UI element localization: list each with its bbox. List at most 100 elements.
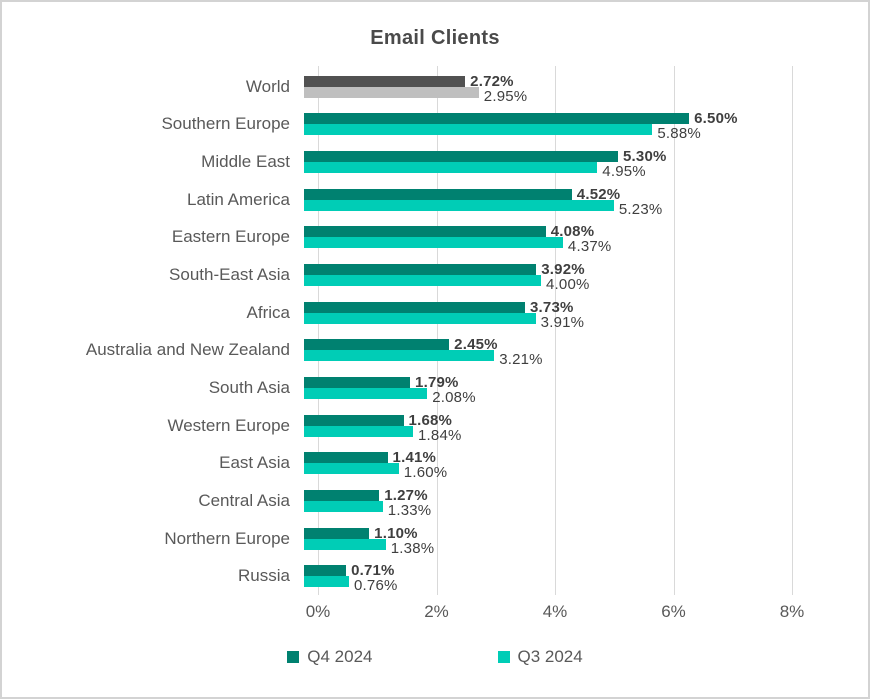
q4-bar: 2.72% <box>304 73 514 90</box>
bar-group: 4.52% 5.23% <box>304 186 778 218</box>
q3-value-label: 5.88% <box>657 125 701 143</box>
bar-group: 1.68% 1.84% <box>304 412 778 444</box>
category-label: South-East Asia <box>169 265 290 285</box>
q3-bar: 1.84% <box>304 425 461 444</box>
gridlines <box>318 66 793 595</box>
q4-value-label: 2.72% <box>470 72 514 90</box>
category-label: World <box>245 76 290 96</box>
q4-bar: 3.92% <box>304 261 585 278</box>
category-label: Northern Europe <box>164 528 290 548</box>
bar-group: 4.08% 4.37% <box>304 223 778 255</box>
q3-bar: 1.60% <box>304 463 447 481</box>
q3-value-label: 1.84% <box>418 426 462 444</box>
bar-group: 1.79% 2.08% <box>304 374 778 406</box>
x-axis-tick: 4% <box>542 602 568 621</box>
q3-value-label: 4.37% <box>567 238 612 256</box>
q4-value-label: 1.68% <box>408 411 453 429</box>
bar-group: 3.73% 3.91% <box>304 299 778 331</box>
x-axis: 0% 2% 4% 6% 8% <box>306 602 805 624</box>
q4-bar: 1.68% <box>304 412 452 429</box>
legend-item-q4: Q4 2024 <box>287 647 373 667</box>
q3-value-label: 2.08% <box>432 388 476 406</box>
legend-label-q3: Q3 2024 <box>517 647 583 666</box>
q4-value-label: 1.79% <box>415 373 459 391</box>
q3-bar: 0.76% <box>304 576 397 594</box>
gridline <box>318 66 319 595</box>
gridline <box>792 66 793 595</box>
q3-bar: 5.88% <box>304 124 701 142</box>
bar-group-row: Eastern Europe 4.08% 4.37% <box>2 219 868 257</box>
bar-group-row: Africa 3.73% 3.91% <box>2 294 868 332</box>
category-label: Western Europe <box>167 415 290 435</box>
bar-group-row: Middle East 5.30% 4.95% <box>2 143 868 181</box>
q4-value-label: 6.50% <box>694 110 738 128</box>
q3-value-label: 4.00% <box>546 276 590 294</box>
q3-bar: 3.91% <box>304 312 584 331</box>
q4-bar: 3.73% <box>304 299 573 316</box>
legend-label-q4: Q4 2024 <box>307 647 373 666</box>
category-label: South Asia <box>208 377 290 397</box>
bar-group-row: Northern Europe 1.10% 1.38% <box>2 520 868 558</box>
q4-value-label: 4.08% <box>550 223 595 241</box>
q4-value-label: 1.41% <box>392 449 437 467</box>
bar-group-row: World 2.72% 2.95% <box>2 68 868 106</box>
q4-value-label: 0.71% <box>351 562 395 580</box>
category-label: Africa <box>246 302 290 322</box>
q4-value-label: 5.30% <box>623 148 667 166</box>
q3-value-label: 0.76% <box>354 577 398 595</box>
category-label: Australia and New Zealand <box>85 340 290 360</box>
legend-swatch-q3 <box>497 651 510 663</box>
gridline <box>436 66 438 595</box>
q3-value-label: 1.60% <box>403 464 448 482</box>
category-label: Eastern Europe <box>171 227 290 247</box>
bar-group: 1.10% 1.38% <box>304 525 778 557</box>
bar-group-row: Australia and New Zealand 2.45% 3.21% <box>2 331 868 369</box>
q3-value-label: 2.95% <box>483 87 528 105</box>
q3-value-label: 4.95% <box>602 163 646 181</box>
legend-swatch-q4 <box>287 651 300 663</box>
q4-bar: 1.79% <box>304 374 458 391</box>
legend-item-q3: Q3 2024 <box>497 647 583 667</box>
q3-value-label: 3.91% <box>540 313 585 331</box>
q4-value-label: 1.27% <box>384 486 428 504</box>
category-label: Middle East <box>201 152 290 172</box>
x-axis-tick: 2% <box>424 602 449 621</box>
bar-group-row: Central Asia 1.27% 1.33% <box>2 482 868 520</box>
category-label: Central Asia <box>198 490 290 510</box>
q4-bar: 2.45% <box>304 336 498 353</box>
category-label: Russia <box>238 566 290 586</box>
chart-title: Email Clients <box>370 27 500 49</box>
q4-value-label: 3.92% <box>541 261 585 279</box>
q3-value-label: 3.21% <box>499 351 543 369</box>
q3-bar: 1.38% <box>304 538 434 557</box>
q4-bar: 6.50% <box>304 110 737 127</box>
category-label: Latin America <box>187 189 290 209</box>
q3-bar: 3.21% <box>304 350 543 368</box>
q4-bar: 1.10% <box>304 525 418 542</box>
bar-group: 1.27% 1.33% <box>304 486 778 519</box>
q3-bar: 4.95% <box>304 162 646 180</box>
q3-bar: 1.33% <box>304 500 431 519</box>
q3-bar: 4.37% <box>304 237 611 255</box>
bar-group-row: East Asia 1.41% 1.60% <box>2 444 868 482</box>
category-label: East Asia <box>219 453 290 473</box>
q4-bar: 1.41% <box>304 449 436 466</box>
bar-group: 2.72% 2.95% <box>304 73 778 105</box>
q4-value-label: 2.45% <box>454 336 498 354</box>
category-label: Southern Europe <box>161 114 290 134</box>
bar-group-row: Western Europe 1.68% 1.84% <box>2 407 868 445</box>
q4-bar: 0.71% <box>304 562 394 579</box>
bar-group: 6.50% 5.88% <box>304 110 778 142</box>
q3-bar: 4.00% <box>304 275 589 293</box>
gridline <box>673 66 675 595</box>
plot-rows: World 2.72% 2.95% Southern Europe 6.50% … <box>2 68 868 595</box>
x-axis-tick: 0% <box>305 602 331 621</box>
bar-group-row: Latin America 4.52% 5.23% <box>2 181 868 219</box>
bar-group: 1.41% 1.60% <box>304 449 778 481</box>
q4-bar: 5.30% <box>304 148 666 165</box>
bar-group: 3.92% 4.00% <box>304 261 778 293</box>
x-axis-tick: 8% <box>779 602 805 621</box>
q3-value-label: 1.33% <box>387 501 432 519</box>
q4-value-label: 3.73% <box>530 298 574 316</box>
